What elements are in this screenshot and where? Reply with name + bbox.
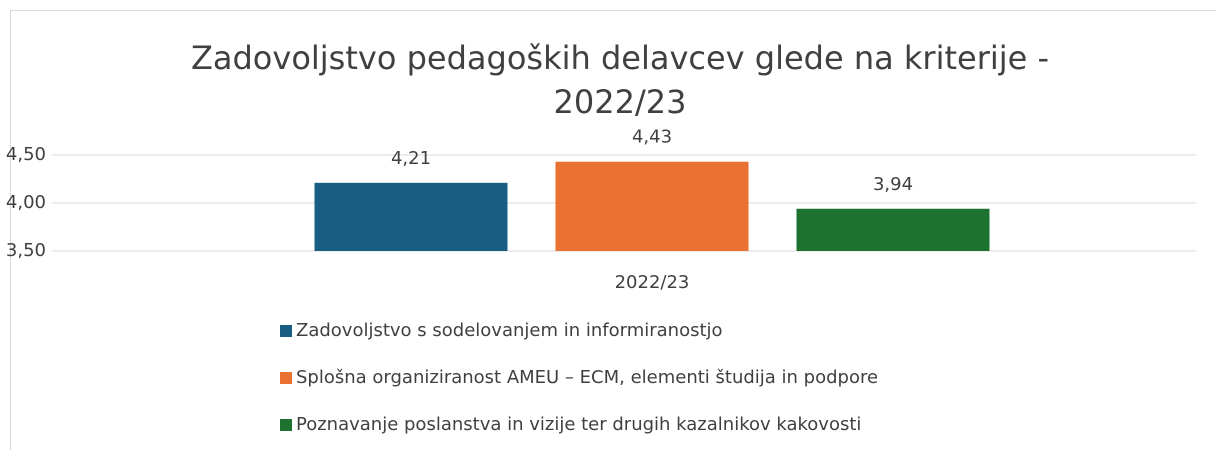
- legend-label: Zadovoljstvo s sodelovanjem in informira…: [296, 320, 723, 341]
- bar: [314, 182, 508, 251]
- bar: [555, 161, 749, 251]
- legend-swatch: [280, 372, 292, 384]
- data-label: 3,94: [873, 174, 913, 195]
- data-label: 4,43: [632, 127, 672, 148]
- chart-title: Zadovoljstvo pedagoških delavcev glede n…: [190, 39, 1050, 121]
- data-label: 4,21: [391, 148, 431, 169]
- x-tick-label: 2022/23: [615, 272, 690, 293]
- y-tick-label: 3,50: [6, 240, 46, 261]
- legend-label: Poznavanje poslanstva in vizije ter drug…: [296, 414, 861, 435]
- legend-label: Splošna organiziranost AMEU – ECM, eleme…: [296, 367, 878, 388]
- y-tick-label: 4,00: [6, 192, 46, 213]
- legend-swatch: [280, 419, 292, 431]
- y-tick-label: 4,50: [6, 144, 46, 165]
- chart-border: [10, 10, 1216, 450]
- bar: [796, 208, 990, 251]
- legend-swatch: [280, 325, 292, 337]
